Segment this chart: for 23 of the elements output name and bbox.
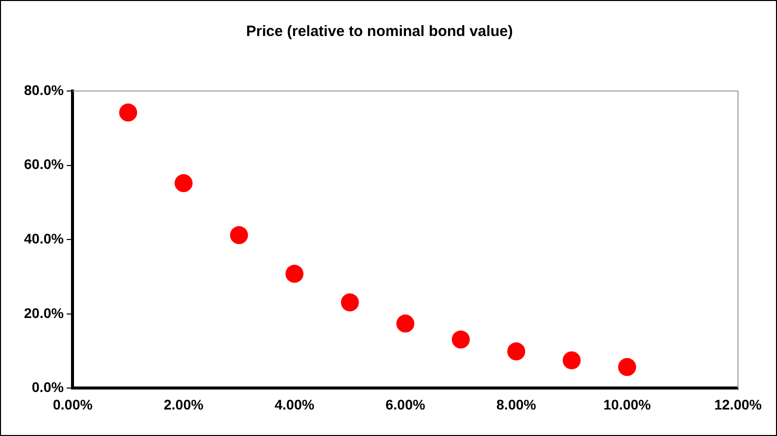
point: [285, 264, 304, 283]
x-tick-label: 2.00%: [164, 396, 204, 412]
point: [119, 104, 138, 122]
point: [452, 330, 470, 349]
x-tick-label: 12.00%: [714, 396, 762, 412]
y-tick-label: 60.0%: [24, 156, 64, 172]
point: [562, 351, 581, 370]
x-tick-label: 10.00%: [603, 396, 652, 412]
y-tick-label: 80.0%: [24, 82, 64, 98]
x-tick-label: 8.00%: [496, 396, 537, 412]
point: [618, 358, 636, 376]
point: [340, 293, 359, 312]
x-tick-label: 4.00%: [274, 396, 315, 412]
point: [507, 342, 526, 360]
y-tick-label: 20.0%: [24, 304, 64, 321]
point: [396, 314, 414, 333]
point: [230, 226, 248, 244]
point: [174, 174, 193, 192]
y-tick-label: 0.0%: [32, 379, 64, 396]
x-tick-label: 0.00%: [52, 396, 94, 412]
chart-title: Price (relative to nominal bond value): [246, 23, 513, 40]
x-tick-label: 6.00%: [385, 396, 426, 412]
y-tick-label: 40.0%: [24, 230, 64, 246]
